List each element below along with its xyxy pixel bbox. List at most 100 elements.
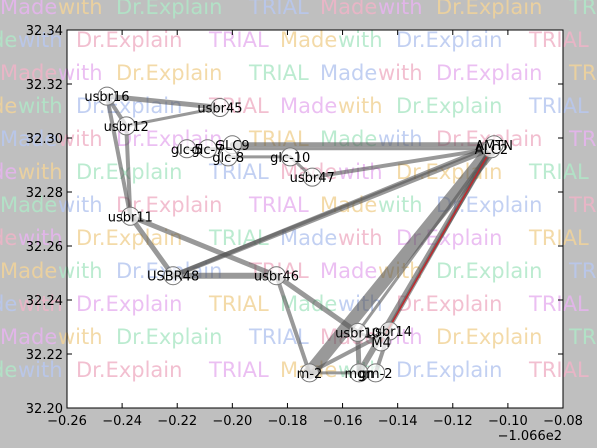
node-label-usbr12: usbr12 — [104, 120, 149, 135]
x-tick-label: −0.08 — [543, 414, 583, 429]
watermark-text: Made — [0, 28, 17, 52]
node-gm2 — [366, 363, 386, 383]
watermark-text: TRIAL — [528, 292, 589, 316]
watermark-text: TRIAL — [568, 127, 597, 151]
edge-usbr11-usbr48 — [127, 213, 176, 279]
edge-usbr12-usbr45 — [124, 105, 222, 128]
x-tick-label: −0.14 — [378, 414, 418, 429]
node-usbr10 — [348, 322, 368, 342]
watermark-text: Made — [0, 0, 57, 19]
y-tick-label: 32.30 — [26, 132, 63, 147]
node-label-usbr46: usbr46 — [254, 270, 299, 285]
x-tick-label: −0.10 — [488, 414, 528, 429]
watermark-text: TRIAL — [568, 259, 597, 283]
edge-usbr10-alc2 — [356, 147, 493, 334]
node-usbr47 — [302, 167, 322, 187]
edge-usbr47-alc2 — [310, 146, 494, 180]
y-tick-label: 32.22 — [26, 348, 63, 363]
node-glc8 — [218, 147, 238, 167]
watermark-text: TRIAL — [248, 193, 309, 217]
watermark-text: with — [18, 160, 63, 184]
watermark-text: Made — [0, 226, 17, 250]
watermark-text: with — [18, 28, 63, 52]
watermark-text: with — [18, 358, 63, 382]
watermark-text: with — [58, 325, 103, 349]
x-tick-label: −0.18 — [268, 414, 308, 429]
watermark-text: with — [58, 193, 103, 217]
x-tick-label: −0.20 — [212, 414, 252, 429]
node-alc2 — [481, 139, 501, 159]
node-usbr46 — [266, 266, 286, 286]
node-label-mgn: mgn — [345, 367, 374, 382]
watermark-text: Made — [320, 0, 377, 19]
node-label-m2: m-2 — [297, 367, 323, 382]
watermark-text: Made — [280, 28, 337, 52]
watermark-text: with — [58, 0, 103, 19]
node-label-glc10: glc-10 — [270, 151, 310, 166]
watermark-text: with — [58, 61, 103, 85]
watermark-text: TRIAL — [208, 292, 269, 316]
node-usbr12 — [116, 116, 136, 136]
watermark-text: Made — [0, 94, 17, 118]
x-tick-label: −0.22 — [157, 414, 197, 429]
node-label-usbr45: usbr45 — [197, 101, 242, 116]
watermark-text: TRIAL — [208, 28, 269, 52]
watermark-text: TRIAL — [248, 0, 309, 19]
edge-usbr16-usbr11 — [104, 94, 133, 219]
node-usbr16 — [97, 86, 117, 106]
watermark-text: with — [338, 226, 383, 250]
watermark-text: with — [18, 94, 63, 118]
watermark-text: Dr.Explain — [116, 325, 222, 349]
node-usbr45 — [210, 97, 230, 117]
watermark-text: Dr.Explain — [436, 61, 542, 85]
y-tick-label: 32.28 — [26, 186, 63, 201]
watermark-text: TRIAL — [568, 193, 597, 217]
watermark-text: TRIAL — [208, 226, 269, 250]
watermark-text: with — [378, 0, 423, 19]
watermark-text: Dr.Explain — [396, 358, 502, 382]
watermark-text: Dr.Explain — [116, 0, 222, 19]
node-label-usbr11: usbr11 — [108, 210, 153, 225]
node-usbr48 — [163, 266, 183, 286]
watermark-text: with — [58, 127, 103, 151]
x-tick-label: −0.16 — [323, 414, 363, 429]
watermark-text: TRIAL — [528, 358, 589, 382]
x-tick-label: −0.26 — [47, 414, 87, 429]
watermark-text: with — [378, 61, 423, 85]
watermark-text: TRIAL — [528, 94, 589, 118]
watermark-text: TRIAL — [568, 0, 597, 19]
node-label-m4: M4 — [371, 336, 391, 351]
y-axis: 32.20 32.22 32.24 32.26 32.28 32.30 32.32 32.34 — [26, 24, 563, 417]
watermark-text: TRIAL — [528, 160, 589, 184]
watermark-text: Made — [320, 259, 377, 283]
node-label-gm2: gm-2 — [359, 367, 393, 382]
node-label-glc5: glc-5 — [171, 143, 203, 158]
node-label-usbr14: usbr14 — [367, 325, 412, 340]
highlight-edge-m4-alc2 — [380, 148, 493, 343]
watermark-text: with — [338, 94, 383, 118]
watermark-text: Made — [0, 127, 57, 151]
node-glc5 — [177, 139, 197, 159]
y-tick-label: 32.34 — [26, 24, 63, 39]
watermark-text: Dr.Explain — [396, 28, 502, 52]
x-axis: −0.26 −0.24 −0.22 −0.20 −0.18 −0.16 −0.14 −0.12… — [47, 30, 583, 429]
y-tick-label: 32.24 — [26, 294, 63, 309]
watermark-text: Made — [320, 61, 377, 85]
watermark-text: Made — [280, 94, 337, 118]
y-tick-label: 32.20 — [26, 402, 63, 417]
y-tick-label: 32.26 — [26, 240, 63, 255]
node-usbr11 — [120, 206, 140, 226]
edge-usbr12-usbr11 — [124, 123, 133, 219]
watermark-text: TRIAL — [208, 358, 269, 382]
watermark-text: TRIAL — [568, 61, 597, 85]
watermark-text: Made — [0, 193, 57, 217]
node-label-usbr10: usbr10 — [335, 326, 380, 341]
edge-m2-alc2 — [302, 142, 498, 380]
watermark-text: Dr.Explain — [436, 325, 542, 349]
watermark-text: with — [378, 193, 423, 217]
watermark-text: TRIAL — [208, 160, 269, 184]
plot-frame — [66, 29, 564, 409]
watermark-text: TRIAL — [528, 28, 589, 52]
watermark-text: with — [58, 259, 103, 283]
